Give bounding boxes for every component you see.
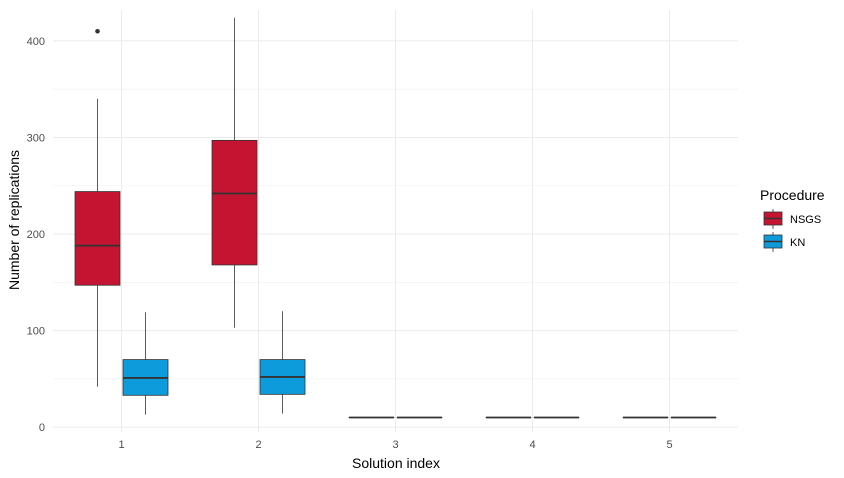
legend-item-kn: KN <box>763 232 805 252</box>
box-nsgs-2 <box>211 17 258 328</box>
box-body <box>74 191 121 286</box>
box-marks <box>74 17 717 419</box>
x-tick-label: 3 <box>392 439 398 451</box>
y-tick-label: 300 <box>27 132 45 144</box>
x-axis-title: Solution index <box>352 455 440 471</box>
box-nsgs-1 <box>74 28 121 387</box>
legend: Procedure NSGS KN <box>760 187 825 252</box>
legend-item-nsgs: NSGS <box>763 209 821 229</box>
outlier-point <box>95 28 100 34</box>
legend-title: Procedure <box>760 187 825 203</box>
grid-lines <box>53 10 738 432</box>
legend-label: NSGS <box>790 214 821 226</box>
y-tick-label: 400 <box>27 36 45 48</box>
x-axis-ticks: 1 2 3 4 5 <box>118 439 672 451</box>
box-kn-2 <box>259 311 306 414</box>
box-kn-1 <box>122 312 169 415</box>
y-axis-ticks: 0 100 200 300 400 <box>27 36 45 434</box>
x-tick-label: 2 <box>255 439 261 451</box>
x-tick-label: 4 <box>529 439 535 451</box>
y-axis-title: Number of replications <box>6 150 22 290</box>
y-tick-label: 0 <box>39 422 45 434</box>
legend-label: KN <box>790 237 805 249</box>
x-tick-label: 5 <box>666 439 672 451</box>
x-tick-label: 1 <box>118 439 124 451</box>
y-tick-label: 100 <box>27 326 45 338</box>
box-body <box>211 139 258 266</box>
y-tick-label: 200 <box>27 229 45 241</box>
